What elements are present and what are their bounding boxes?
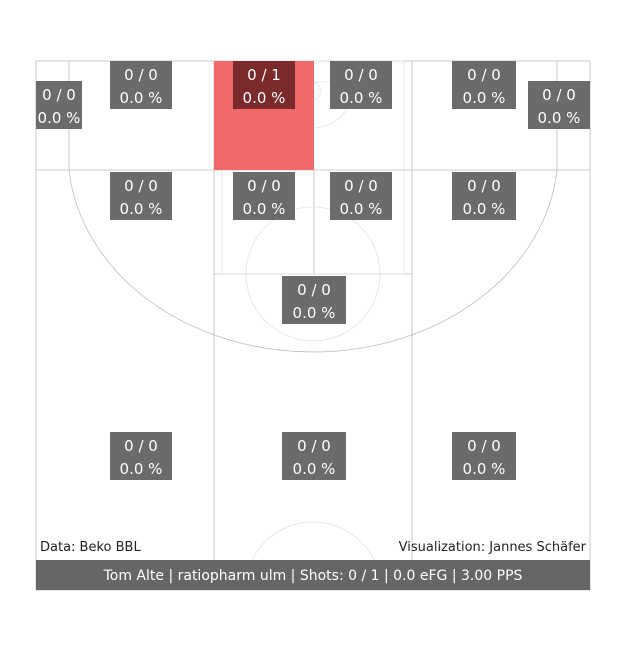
zone-label-top: 0 / 0 (344, 66, 378, 84)
zone-label-top: 0 / 0 (344, 177, 378, 195)
zone-label-paint-left-upper: 0 / 1 0.0 % (233, 61, 295, 109)
zone-label-bottom: 0.0 % (463, 460, 506, 478)
zone-label-left-corner-three: 0 / 0 0.0 % (36, 81, 82, 129)
data-source-credit: Data: Beko BBL (40, 540, 141, 555)
zone-label-bottom: 0.0 % (120, 200, 163, 218)
footer-bar (36, 560, 590, 590)
zone-label-top-three: 0 / 0 0.0 % (282, 432, 346, 480)
zone-label-bottom: 0.0 % (38, 109, 81, 127)
zone-label-top: 0 / 0 (297, 437, 331, 455)
zone-label-right-wing-three: 0 / 0 0.0 % (452, 432, 516, 480)
zone-label-top: 0 / 0 (467, 437, 501, 455)
zone-label-bottom: 0.0 % (120, 460, 163, 478)
zone-label-bottom: 0.0 % (243, 89, 286, 107)
zone-label-top: 0 / 0 (542, 86, 576, 104)
free-throw-circle (245, 206, 381, 342)
zone-label-top: 0 / 0 (467, 66, 501, 84)
zone-label-bottom: 0.0 % (243, 200, 286, 218)
zone-label-top: 0 / 0 (124, 66, 158, 84)
zone-label-left-wing-three: 0 / 0 0.0 % (110, 432, 172, 480)
zone-label-top: 0 / 0 (297, 281, 331, 299)
zone-label-top: 0 / 1 (247, 66, 281, 84)
zone-label-paint-right-lower: 0 / 0 0.0 % (330, 172, 392, 220)
zone-label-bottom: 0.0 % (463, 200, 506, 218)
footer-summary: Tom Alte | ratiopharm ulm | Shots: 0 / 1… (103, 568, 523, 584)
zone-label-left-top-three: 0 / 0 0.0 % (110, 61, 172, 109)
zone-label-bottom: 0.0 % (293, 460, 336, 478)
zone-label-bottom: 0.0 % (120, 89, 163, 107)
zone-label-top-key: 0 / 0 0.0 % (282, 276, 346, 324)
zone-label-right-top-inner: 0 / 0 0.0 % (330, 61, 392, 109)
zone-label-bottom: 0.0 % (293, 304, 336, 322)
zone-label-top: 0 / 0 (467, 177, 501, 195)
zone-label-paint-left-lower: 0 / 0 0.0 % (233, 172, 295, 220)
zone-label-top: 0 / 0 (247, 177, 281, 195)
zone-label-top: 0 / 0 (42, 86, 76, 104)
zone-label-bottom: 0.0 % (538, 109, 581, 127)
zone-label-top: 0 / 0 (124, 177, 158, 195)
visualization-credit: Visualization: Jannes Schäfer (399, 540, 587, 555)
zone-label-bottom: 0.0 % (340, 89, 383, 107)
zone-label-top: 0 / 0 (124, 437, 158, 455)
zone-label-right-corner-three: 0 / 0 0.0 % (528, 81, 590, 129)
three-point-arc (68, 169, 558, 353)
zone-label-right-top-three: 0 / 0 0.0 % (452, 61, 516, 109)
zone-label-right-wing-mid: 0 / 0 0.0 % (452, 172, 516, 220)
zone-label-bottom: 0.0 % (463, 89, 506, 107)
center-circle (244, 521, 382, 591)
zone-label-left-wing-mid: 0 / 0 0.0 % (110, 172, 172, 220)
zone-label-bottom: 0.0 % (340, 200, 383, 218)
